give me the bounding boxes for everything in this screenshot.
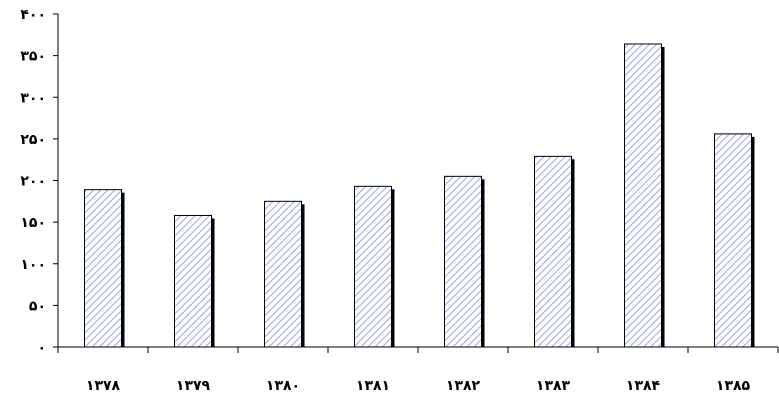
bar-۱۳۷۹ (174, 214, 212, 348)
y-tick-label: ۲۰۰ (20, 174, 46, 190)
bar-۱۳۷۸ (84, 189, 122, 348)
x-tick-label: ۱۳۸۵ (716, 378, 751, 394)
x-tick-label: ۱۳۷۹ (176, 378, 211, 394)
bar-۱۳۸۱ (354, 185, 392, 348)
bar-۱۳۸۳ (534, 155, 572, 348)
bar-۱۳۸۲ (444, 175, 482, 348)
bar-۱۳۸۴ (624, 43, 662, 348)
x-ticks-group: ۱۳۷۸ ۱۳۷۹ ۱۳۸۰ ۱۳۸۱ ۱۳۸۲ ۱۳۸۳ ۱۳۸۴ ۱۳۸۵ (57, 347, 779, 394)
bars-group (84, 43, 755, 348)
y-tick-label: ۱۰۰ (20, 257, 46, 273)
y-ticks-group: ۰ ۵۰ ۱۰۰ ۱۵۰ ۲۰۰ ۲۵۰ ۳۰۰ ۳۵۰ ۴۰۰ (20, 7, 58, 356)
x-tick-label: ۱۳۷۸ (86, 378, 121, 394)
axes-group (57, 14, 778, 348)
x-tick-label: ۱۳۸۰ (266, 378, 300, 394)
x-tick-label: ۱۳۸۲ (446, 378, 481, 394)
y-tick-label: ۳۵۰ (20, 49, 46, 65)
x-tick-label: ۱۳۸۱ (356, 378, 390, 394)
bar-۱۳۸۵ (714, 133, 752, 348)
y-tick-label: ۰ (37, 340, 46, 356)
bar-۱۳۸۰ (264, 200, 302, 348)
x-tick-label: ۱۳۸۳ (536, 378, 571, 394)
y-tick-label: ۳۰۰ (20, 90, 46, 106)
x-tick-label: ۱۳۸۴ (626, 378, 661, 394)
y-tick-label: ۵۰ (29, 298, 46, 314)
y-tick-label: ۲۵۰ (20, 132, 46, 148)
y-tick-label: ۴۰۰ (20, 7, 46, 23)
y-tick-label: ۱۵۰ (20, 215, 46, 231)
